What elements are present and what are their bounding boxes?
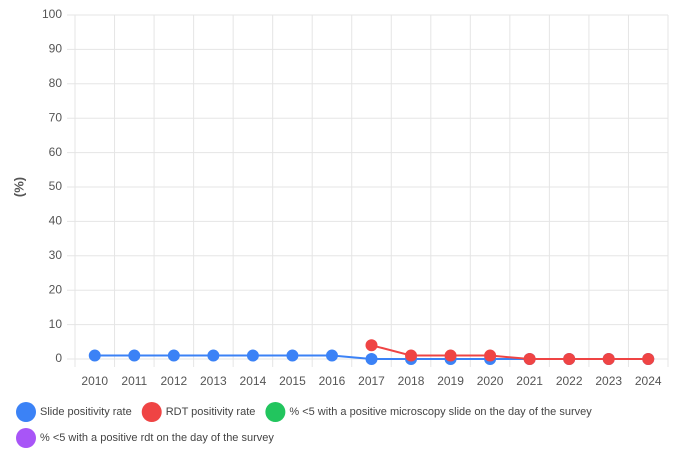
series-line	[371, 344, 649, 360]
y-tick-label: 20	[49, 282, 63, 296]
data-point	[365, 353, 378, 365]
y-axis-label: (%)	[11, 177, 26, 197]
data-point	[246, 349, 259, 362]
legend-label: % <5 with a positive rdt on the day of t…	[40, 432, 274, 444]
y-tick-label: 10	[49, 317, 63, 331]
x-tick-label: 2014	[240, 374, 267, 388]
data-point	[207, 349, 220, 362]
data-point	[167, 349, 180, 362]
data-point	[563, 353, 576, 365]
x-tick-label: 2021	[516, 374, 543, 388]
y-tick-label: 30	[49, 248, 63, 262]
data-point	[286, 349, 299, 362]
y-tick-label: 40	[49, 214, 63, 228]
x-tick-label: 2016	[319, 374, 346, 388]
data-point	[405, 349, 418, 362]
x-tick-label: 2019	[437, 374, 464, 388]
data-point	[523, 353, 536, 365]
y-tick-label: 100	[42, 7, 62, 21]
data-point	[365, 339, 378, 352]
legend-swatch	[16, 428, 36, 448]
y-tick-label: 50	[49, 179, 63, 193]
x-tick-label: 2018	[398, 374, 425, 388]
x-tick-label: 2023	[595, 374, 622, 388]
x-tick-label: 2010	[81, 374, 108, 388]
legend-label: % <5 with a positive microscopy slide on…	[289, 406, 592, 418]
x-tick-label: 2017	[358, 374, 385, 388]
y-tick-label: 60	[49, 145, 63, 159]
legend-swatch	[141, 402, 162, 422]
legend-label: Slide positivity rate	[40, 406, 132, 418]
y-tick-label: 70	[49, 110, 63, 124]
data-point	[444, 349, 457, 362]
data-point	[642, 353, 655, 365]
x-tick-label: 2024	[635, 374, 662, 388]
x-tick-label: 2013	[200, 374, 227, 388]
y-tick-label: 0	[55, 351, 62, 365]
data-point	[325, 349, 338, 362]
x-tick-label: 2022	[556, 374, 583, 388]
x-tick-label: 2012	[160, 374, 187, 388]
legend-label: RDT positivity rate	[166, 406, 256, 418]
x-tick-label: 2020	[477, 374, 504, 388]
y-tick-label: 80	[49, 76, 63, 90]
x-tick-label: 2015	[279, 374, 306, 388]
data-point	[602, 353, 615, 365]
data-point	[88, 349, 101, 362]
data-point	[128, 349, 141, 362]
legend-swatch	[16, 402, 36, 422]
y-tick-label: 90	[49, 42, 63, 56]
data-point	[484, 349, 497, 362]
x-tick-label: 2011	[121, 374, 147, 388]
legend-swatch	[265, 402, 286, 422]
